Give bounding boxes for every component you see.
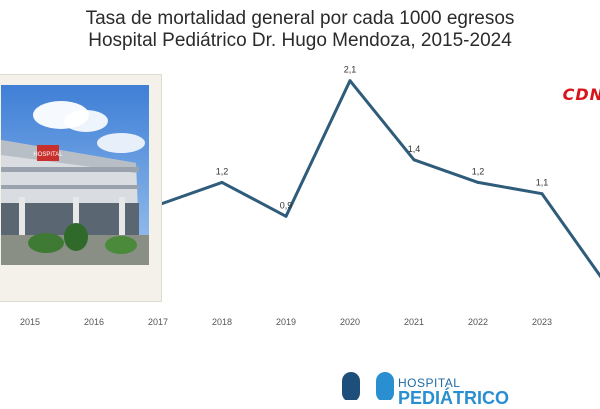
- data-point: [220, 180, 224, 184]
- data-label: 1,1: [536, 178, 549, 188]
- chart-title: Tasa de mortalidad general por cada 1000…: [0, 8, 600, 52]
- data-label: 1,4: [408, 144, 421, 154]
- data-label: 1,2: [472, 166, 485, 176]
- data-point: [476, 180, 480, 184]
- title-line-1: Tasa de mortalidad general por cada 1000…: [85, 8, 515, 29]
- data-point: [284, 214, 288, 218]
- series-line: [157, 79, 600, 279]
- data-point: [540, 192, 544, 196]
- x-tick-label: 2022: [468, 317, 488, 327]
- data-label: 2,1: [344, 65, 357, 75]
- x-tick-label: 2021: [404, 317, 424, 327]
- x-tick-label: 2023: [532, 317, 552, 327]
- x-tick-label: 2015: [20, 317, 40, 327]
- footer-logo-line2: PEDIÁTRICO: [398, 388, 510, 408]
- x-tick-label: 2020: [340, 317, 360, 327]
- hospital-pediatrico-logo: HOSPITAL PEDIÁTRICO: [340, 368, 600, 408]
- svg-text:HOSPITAL: HOSPITAL: [33, 152, 63, 158]
- title-line-2: Hospital Pediátrico Dr. Hugo Mendoza, 20…: [88, 30, 512, 51]
- x-tick-label: 2017: [148, 317, 168, 327]
- x-tick-label: 2019: [276, 317, 296, 327]
- x-tick-label: 2018: [212, 317, 232, 327]
- data-point: [348, 79, 352, 83]
- hospital-photo-frame: HOSPITAL: [0, 74, 162, 302]
- hospital-photo: HOSPITAL: [1, 85, 149, 265]
- x-tick-label: 2016: [84, 317, 104, 327]
- data-label: 1,2: [216, 166, 229, 176]
- footer-logo-icon: [342, 372, 394, 400]
- line-chart: 201520162017201820192020202120222023201,…: [20, 65, 600, 327]
- data-label: 0,9: [280, 200, 293, 210]
- cdn-logo: CDN: [562, 85, 600, 104]
- data-point: [412, 158, 416, 162]
- footer-logo-line1: HOSPITAL: [398, 376, 461, 390]
